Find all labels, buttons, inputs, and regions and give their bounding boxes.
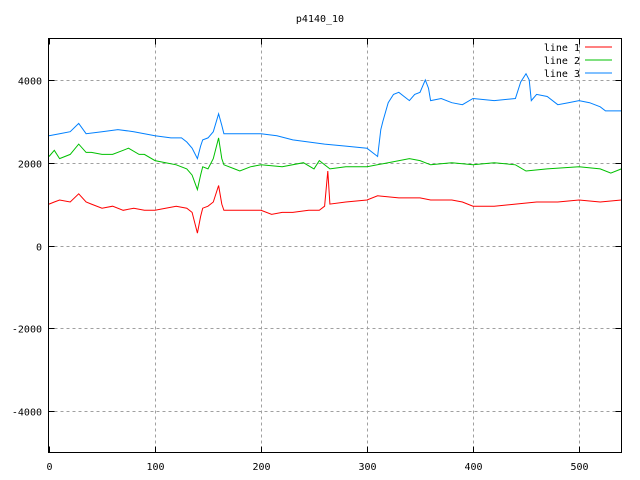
legend: line 1 line 2 line 3 bbox=[544, 43, 612, 80]
y-tick-label: -2000 bbox=[12, 325, 42, 336]
legend-label: line 2 bbox=[544, 56, 580, 67]
y-tick-label: 0 bbox=[36, 243, 42, 254]
series-line-3 bbox=[48, 72, 622, 161]
legend-label: line 1 bbox=[544, 43, 580, 54]
grid bbox=[48, 38, 622, 453]
y-tick-label: 4000 bbox=[18, 77, 42, 88]
y-tick-label: 2000 bbox=[18, 160, 42, 171]
chart-title: p4140_10 bbox=[296, 14, 344, 25]
x-tick-label: 500 bbox=[570, 462, 588, 473]
series-line-2 bbox=[48, 137, 622, 192]
x-tick-label: 0 bbox=[46, 462, 52, 473]
ticks: 0 100 200 300 400 500 -4000 -2000 0 2000 4000 bbox=[12, 38, 622, 473]
x-tick-label: 100 bbox=[146, 462, 164, 473]
x-tick-label: 400 bbox=[464, 462, 482, 473]
y-tick-label: -4000 bbox=[12, 408, 42, 419]
x-tick-label: 300 bbox=[358, 462, 376, 473]
series-lines bbox=[48, 72, 622, 234]
series-line-1 bbox=[48, 170, 622, 234]
legend-label: line 3 bbox=[544, 69, 580, 80]
plot-frame bbox=[48, 38, 622, 453]
x-tick-label: 200 bbox=[252, 462, 270, 473]
